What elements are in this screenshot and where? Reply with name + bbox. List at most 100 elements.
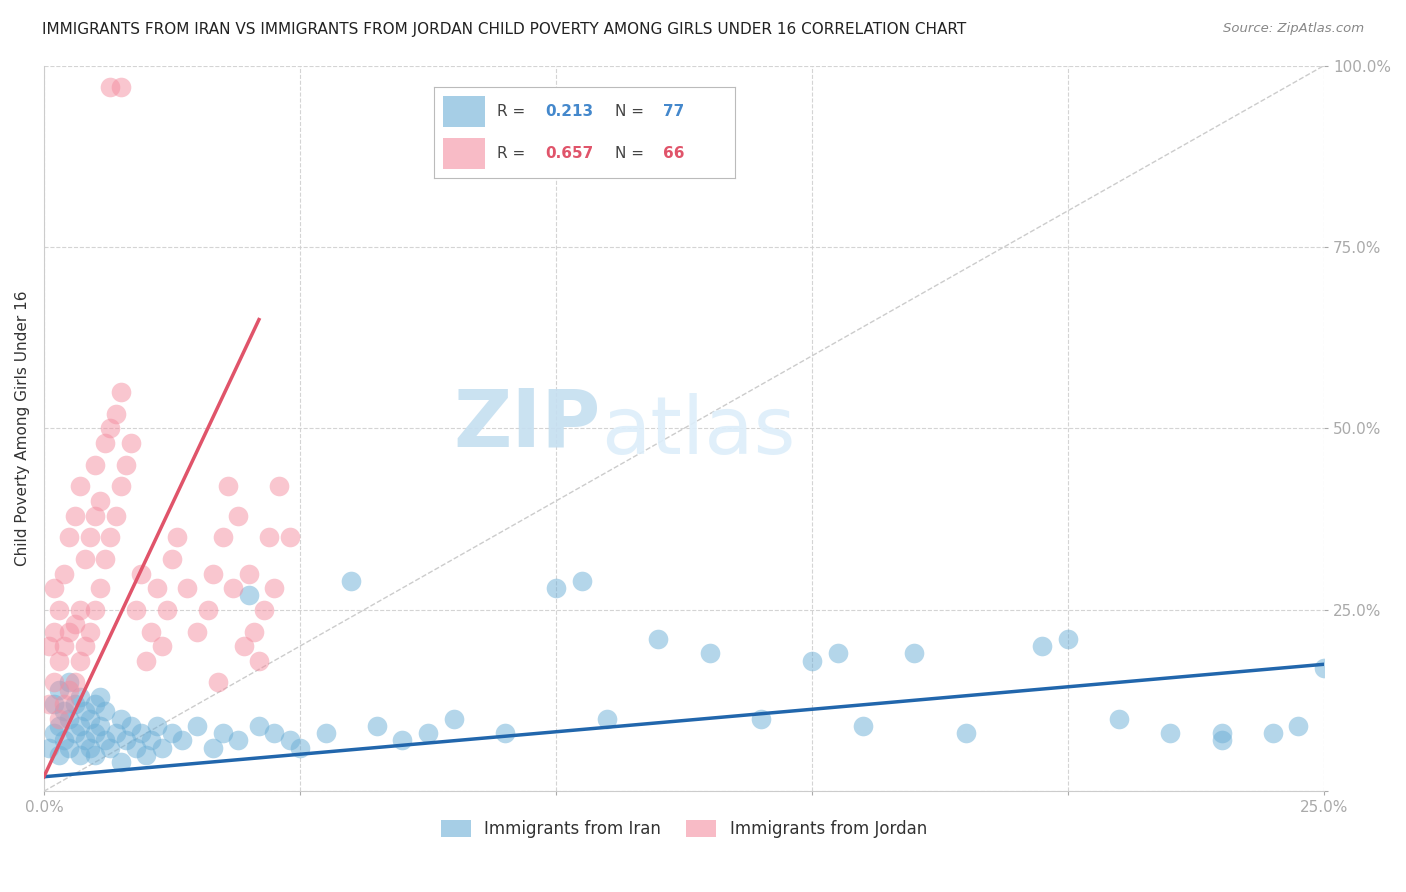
Point [69,747,91,762]
Point [58,712,80,726]
Point [129,566,152,581]
Point [1211,726,1233,740]
Point [253,603,276,617]
Point [94,733,117,747]
Point [58,624,80,639]
Point [42,675,65,690]
Point [135,747,157,762]
Point [150,740,173,755]
Point [120,719,142,733]
Point [1211,733,1233,747]
Point [263,581,285,595]
Point [247,654,270,668]
Point [212,726,235,740]
Point [125,603,148,617]
Point [201,566,224,581]
Point [110,80,132,95]
Point [63,508,86,523]
Legend: Immigrants from Iran, Immigrants from Jordan: Immigrants from Iran, Immigrants from Jo… [434,814,934,845]
Point [120,436,142,450]
Point [647,632,669,646]
Point [69,719,91,733]
Point [100,421,122,435]
Point [79,530,101,544]
Point [53,697,76,711]
Point [94,705,117,719]
Point [84,726,107,740]
Point [1159,726,1181,740]
Point [53,639,76,653]
Point [207,675,229,690]
Point [903,647,925,661]
Point [69,479,91,493]
Point [852,719,875,733]
Point [228,733,250,747]
Point [94,552,117,566]
Point [699,647,721,661]
Point [79,740,101,755]
Point [58,740,80,755]
Point [141,733,163,747]
Point [73,639,96,653]
Point [48,712,70,726]
Point [73,705,96,719]
Point [63,726,86,740]
Point [1313,661,1336,675]
Point [63,675,86,690]
Point [145,719,167,733]
Point [366,719,388,733]
Point [79,712,101,726]
Point [141,624,163,639]
Point [84,458,107,472]
Point [827,647,849,661]
Point [288,740,311,755]
Point [100,740,122,755]
Point [58,675,80,690]
Point [212,530,235,544]
Point [42,697,65,711]
Point [48,654,70,668]
Point [749,712,772,726]
Point [73,552,96,566]
Point [73,733,96,747]
Point [48,682,70,697]
Text: Source: ZipAtlas.com: Source: ZipAtlas.com [1223,22,1364,36]
Point [494,726,516,740]
Point [217,479,239,493]
Point [186,624,208,639]
Point [79,624,101,639]
Point [94,436,117,450]
Point [1108,712,1130,726]
Point [53,705,76,719]
Point [135,654,157,668]
Point [114,458,136,472]
Point [110,385,132,400]
Point [89,494,111,508]
Point [443,712,465,726]
Point [269,479,291,493]
Point [104,508,127,523]
Point [544,581,567,595]
Point [238,566,260,581]
Point [63,697,86,711]
Point [69,603,91,617]
Point [172,733,194,747]
Point [263,726,285,740]
Point [315,726,337,740]
Point [38,697,60,711]
Point [247,719,270,733]
Point [197,603,219,617]
Point [145,581,167,595]
Point [278,530,301,544]
Point [53,733,76,747]
Point [955,726,977,740]
Point [69,690,91,704]
Point [278,733,301,747]
Point [125,740,148,755]
Point [89,719,111,733]
Point [48,747,70,762]
Text: IMMIGRANTS FROM IRAN VS IMMIGRANTS FROM JORDAN CHILD POVERTY AMONG GIRLS UNDER 1: IMMIGRANTS FROM IRAN VS IMMIGRANTS FROM … [42,22,966,37]
Point [156,603,179,617]
Text: atlas: atlas [600,393,796,471]
Point [166,530,188,544]
